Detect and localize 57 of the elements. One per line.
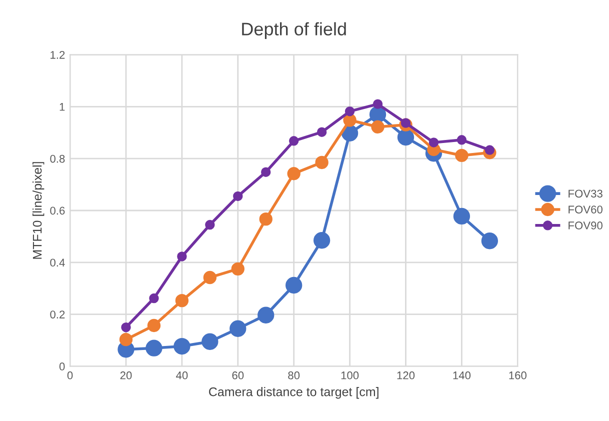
point [230,320,246,337]
point [203,270,217,284]
point [456,135,467,145]
x-tick-label: 160 [509,371,526,380]
point [231,262,244,276]
x-tick-label: 60 [232,371,244,380]
y-tick-label: 0.4 [50,258,65,267]
x-tick-label: 80 [288,371,300,380]
x-tick-label: 140 [453,371,471,380]
x-tick-label: 120 [397,371,415,380]
point [146,340,162,356]
point [316,127,327,137]
point [258,306,274,324]
point [313,232,330,249]
point [147,318,161,332]
point [481,232,498,250]
point [149,293,159,304]
point [397,128,414,146]
point [372,99,383,109]
y-tick-label: 0.2 [50,310,65,318]
point [315,156,328,170]
point [202,333,218,350]
point [428,138,439,148]
x-axis-title: Camera distance to target [cm] [209,387,378,399]
y-tick-label: 0.8 [50,154,65,163]
point [233,191,243,202]
point [175,294,189,308]
point [288,136,299,146]
point [400,118,411,128]
point [343,114,356,127]
x-tick-label: 40 [176,371,188,380]
x-tick-label: 100 [341,371,359,380]
x-tick-label: 0 [67,371,73,380]
y-tick-label: 0 [59,362,65,370]
point [177,252,187,262]
legend-label: FOV33 [568,190,602,198]
point [453,208,470,225]
point [174,338,190,355]
point [484,145,495,155]
point [205,220,215,230]
legend-label: FOV60 [568,206,602,214]
point [286,276,302,294]
x-tick-label: 20 [120,371,132,380]
point [119,332,133,346]
chart-title: Depth of field [242,22,346,40]
y-tick-label: 0.6 [50,206,65,215]
point [371,120,384,134]
point [261,167,271,177]
point [259,212,272,226]
point [455,148,468,162]
point [287,167,300,180]
point [344,106,355,116]
legend-label: FOV90 [568,222,602,230]
y-axis-title: MTF10 [line/pixel] [32,162,44,259]
point [121,322,131,332]
y-tick-label: 1 [60,103,65,111]
y-tick-label: 1.2 [50,50,65,59]
